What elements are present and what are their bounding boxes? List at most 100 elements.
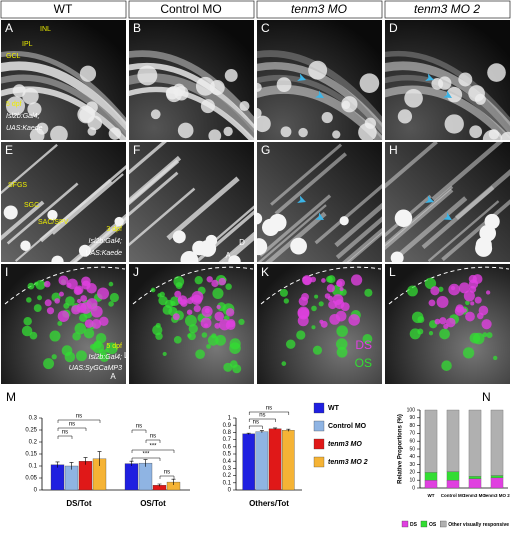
- os-signal: [72, 331, 81, 341]
- cell: [364, 117, 377, 129]
- os-signal: [23, 317, 32, 326]
- ds-signal: [214, 311, 224, 322]
- image-annotation: L: [124, 351, 129, 360]
- axon-streak: [394, 196, 468, 260]
- ds-signal: [44, 299, 52, 307]
- panel-label: B: [133, 21, 141, 35]
- image-content: [385, 264, 510, 384]
- os-signal: [106, 342, 118, 355]
- axon-streak: [454, 169, 510, 220]
- legend-label: OS: [429, 522, 437, 528]
- bar: [242, 433, 255, 491]
- image-annotation: IPL: [22, 41, 33, 48]
- retina-layer: [385, 61, 510, 136]
- ds-signal: [465, 311, 475, 322]
- os-signal: [486, 332, 493, 339]
- ds-signal: [443, 323, 449, 329]
- cell: [239, 101, 250, 112]
- os-signal: [335, 338, 348, 350]
- image-annotation: OS: [355, 356, 372, 370]
- image-panel: [129, 142, 254, 262]
- ds-signal: [326, 284, 335, 293]
- error-bar: [97, 451, 102, 466]
- cell: [487, 63, 506, 82]
- os-signal: [318, 301, 324, 307]
- os-signal: [472, 332, 485, 345]
- cell: [468, 85, 485, 102]
- significance-label: ns: [164, 470, 170, 476]
- panel-label: A: [5, 21, 13, 35]
- cell: [137, 65, 158, 86]
- image-annotation: D: [239, 238, 245, 247]
- bar: [124, 463, 139, 491]
- axon-streak: [213, 205, 254, 242]
- retina-layer: [129, 50, 254, 128]
- os-signal: [51, 354, 57, 360]
- cell: [290, 237, 307, 255]
- ds-signal: [80, 295, 88, 302]
- error-bar: [273, 427, 278, 430]
- cell: [404, 89, 423, 108]
- column-header: WT: [54, 2, 73, 16]
- cell: [446, 86, 463, 103]
- ds-signal: [430, 286, 440, 296]
- cell: [199, 240, 217, 257]
- ds-signal: [177, 295, 188, 305]
- significance-bracket: [248, 411, 290, 415]
- os-signal: [238, 318, 245, 326]
- image-annotation: A: [225, 251, 231, 260]
- bar-segment: [468, 409, 482, 477]
- cell: [321, 111, 333, 124]
- header-cell: [128, 0, 255, 19]
- axon-streak: [385, 185, 454, 247]
- os-signal: [27, 282, 35, 290]
- bar: [282, 430, 295, 491]
- x-tick-label: WT: [428, 493, 435, 498]
- axon-streak: [346, 231, 382, 262]
- cell: [12, 84, 26, 98]
- ds-signal: [44, 280, 51, 288]
- image-panel: [1, 142, 126, 262]
- ds-signal: [297, 315, 309, 327]
- legend-swatch: [313, 420, 325, 432]
- cell: [50, 125, 68, 140]
- image-annotation: UAS:Kaede: [85, 250, 122, 257]
- ds-signal: [58, 275, 69, 286]
- ds-signal: [474, 296, 482, 304]
- y-tick-label: 30: [409, 462, 415, 468]
- legend-swatch: [313, 402, 325, 414]
- image-annotation: UAS:Kaede: [6, 125, 43, 132]
- bar: [268, 428, 282, 491]
- ds-signal: [97, 287, 110, 300]
- os-signal: [75, 350, 87, 362]
- y-tick-label: 10: [409, 478, 415, 484]
- y-tick-label: 0: [412, 485, 415, 491]
- os-signal: [428, 331, 434, 336]
- os-signal: [184, 314, 197, 327]
- os-signal: [43, 358, 55, 370]
- ds-signal: [225, 308, 235, 317]
- os-signal: [95, 333, 107, 344]
- os-signal: [35, 279, 46, 290]
- os-signal: [225, 283, 232, 290]
- os-signal: [57, 321, 63, 326]
- legend-label: tenm3 MO: [328, 441, 362, 448]
- y-tick-label: 20: [409, 470, 415, 476]
- os-signal: [362, 334, 373, 344]
- os-signal: [173, 276, 185, 287]
- significance-bracket: [145, 439, 161, 443]
- axon-streak: [60, 165, 126, 224]
- image-panel: [129, 264, 254, 384]
- cell: [458, 72, 473, 87]
- cell: [47, 209, 58, 221]
- ds-signal: [206, 276, 213, 283]
- significance-bracket: [131, 457, 161, 461]
- bar-segment: [424, 409, 438, 473]
- arrowhead: [443, 90, 452, 98]
- cell: [257, 115, 271, 133]
- os-signal: [482, 332, 488, 338]
- os-signal: [34, 281, 39, 286]
- ds-signal: [448, 283, 461, 296]
- error-bar: [246, 432, 251, 435]
- image-panel: [257, 20, 382, 140]
